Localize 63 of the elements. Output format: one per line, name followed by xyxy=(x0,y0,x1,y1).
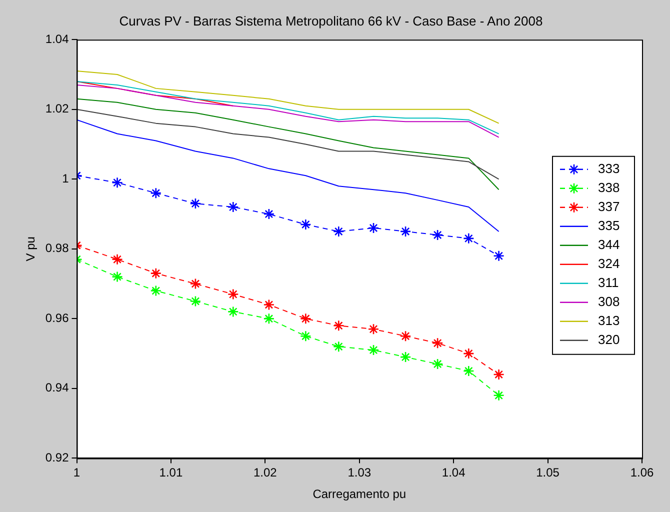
point xyxy=(227,288,239,300)
legend-label: 338 xyxy=(598,180,620,195)
point xyxy=(432,337,444,349)
legend-label: 313 xyxy=(598,312,620,328)
point xyxy=(493,368,504,380)
point xyxy=(190,198,202,210)
point xyxy=(493,390,504,402)
point xyxy=(400,351,412,363)
point xyxy=(263,208,275,220)
point xyxy=(190,296,202,307)
x-tick-label: 1.02 xyxy=(253,466,278,480)
x-tick-label: 1 xyxy=(73,466,80,480)
point xyxy=(432,229,444,241)
point xyxy=(493,250,504,262)
legend-label: 335 xyxy=(598,218,620,233)
point xyxy=(227,306,239,318)
point xyxy=(400,330,412,342)
legend-label: 337 xyxy=(598,198,620,214)
point xyxy=(112,176,123,188)
point xyxy=(400,226,412,238)
x-tick-label: 1.05 xyxy=(536,466,560,480)
point xyxy=(300,218,312,230)
point xyxy=(463,232,474,244)
x-tick-label: 1.01 xyxy=(159,466,183,480)
legend-label: 324 xyxy=(598,256,620,271)
point xyxy=(300,313,312,324)
point xyxy=(368,344,380,356)
point xyxy=(463,365,474,377)
y-tick-label: 1 xyxy=(62,171,70,186)
chart-title: Curvas PV - Barras Sistema Metropolitano 66 kV - Caso Base - Ano 2008 xyxy=(119,13,543,28)
x-tick-label: 1.03 xyxy=(348,466,372,480)
legend-label: 311 xyxy=(598,274,619,290)
y-tick-label: 0.98 xyxy=(45,241,70,256)
point xyxy=(263,299,275,310)
point xyxy=(150,285,162,296)
y-tick-label: 1.04 xyxy=(45,32,70,46)
y-tick-label: 0.92 xyxy=(45,450,70,465)
point xyxy=(150,268,162,279)
point xyxy=(190,278,202,290)
x-tick-label: 1.06 xyxy=(630,466,654,480)
point xyxy=(112,271,123,282)
point xyxy=(112,254,123,266)
legend-label: 333 xyxy=(598,160,620,176)
point xyxy=(463,348,474,360)
point xyxy=(150,187,162,199)
point xyxy=(300,330,312,342)
y-axis-title: V pu xyxy=(24,236,38,262)
point xyxy=(333,226,344,238)
legend-label: 308 xyxy=(598,294,620,309)
point xyxy=(368,323,380,335)
x-tick-label: 1.04 xyxy=(442,466,466,480)
x-axis-title: Carregamento pu xyxy=(312,487,406,502)
y-tick-label: 0.94 xyxy=(45,380,70,395)
point xyxy=(263,313,275,324)
point xyxy=(333,320,344,332)
point xyxy=(432,358,444,370)
y-tick-label: 0.96 xyxy=(45,310,70,325)
y-tick-label: 1.02 xyxy=(45,102,70,116)
point xyxy=(227,201,239,213)
point xyxy=(368,222,380,234)
legend-label: 344 xyxy=(598,236,620,252)
legend-label: 320 xyxy=(598,332,620,347)
point xyxy=(333,340,344,352)
